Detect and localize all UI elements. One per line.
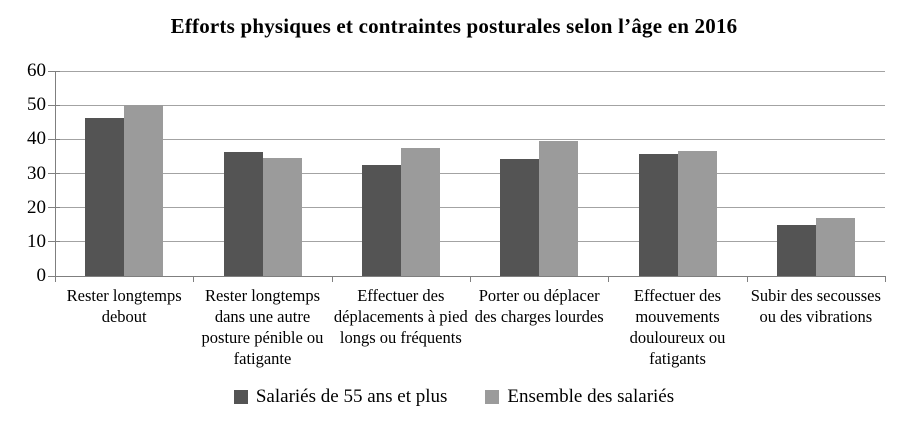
bar-ensemble-salaries bbox=[677, 151, 717, 276]
y-axis-tick bbox=[48, 173, 60, 174]
bar-ensemble-salaries bbox=[539, 140, 579, 276]
x-axis-tick bbox=[193, 276, 195, 282]
bar-salaries-55-plus bbox=[223, 152, 263, 276]
x-axis-tick bbox=[746, 276, 748, 282]
y-axis-tick bbox=[48, 70, 60, 72]
bar-salaries-55-plus bbox=[361, 165, 401, 276]
y-axis-tick-label: 50 bbox=[27, 94, 46, 116]
x-axis-tick bbox=[470, 276, 471, 282]
y-axis-tick-label: 10 bbox=[27, 230, 46, 252]
legend-label: Salariés de 55 ans et plus bbox=[255, 386, 448, 407]
x-axis-category-label: Rester longtemps dans une autre posture … bbox=[201, 286, 324, 368]
gridline bbox=[55, 104, 885, 106]
legend-swatch-icon bbox=[233, 390, 248, 404]
x-axis-tick bbox=[885, 276, 886, 282]
bar-ensemble-salaries bbox=[400, 148, 440, 276]
x-axis-category-label: Subir des secousses ou des vibrations bbox=[750, 286, 881, 326]
y-axis-tick bbox=[48, 207, 60, 209]
y-axis-tick bbox=[48, 104, 60, 106]
y-axis-tick-label: 60 bbox=[27, 60, 46, 81]
x-axis-category-label: Rester longtemps debout bbox=[66, 286, 182, 326]
y-axis-tick bbox=[48, 138, 60, 140]
x-axis-tick bbox=[331, 276, 333, 282]
gridline bbox=[55, 70, 885, 72]
x-axis-category-label: Porter ou déplacer des charges lourdes bbox=[474, 286, 604, 326]
legend-item: Ensemble des salariés bbox=[485, 386, 674, 408]
gridline bbox=[55, 207, 885, 209]
bar-salaries-55-plus bbox=[776, 225, 816, 276]
y-axis-tick bbox=[48, 275, 60, 277]
bar-salaries-55-plus bbox=[500, 159, 540, 276]
bar-salaries-55-plus bbox=[85, 117, 125, 276]
x-axis-category-label: Effectuer des mouvements douloureux ou f… bbox=[629, 286, 726, 368]
y-axis-tick bbox=[48, 241, 60, 243]
y-axis-tick-label: 40 bbox=[27, 128, 46, 150]
legend: Salariés de 55 ans et plus Ensemble des s… bbox=[0, 386, 908, 408]
legend-label: Ensemble des salariés bbox=[507, 386, 675, 407]
bar-ensemble-salaries bbox=[815, 218, 855, 276]
legend-swatch-icon bbox=[485, 390, 500, 404]
y-axis-line bbox=[55, 71, 56, 277]
y-axis-tick-label: 20 bbox=[27, 196, 46, 218]
chart-title: Efforts physiques et contraintes postura… bbox=[170, 14, 738, 38]
bar-ensemble-salaries bbox=[124, 105, 164, 276]
bar-salaries-55-plus bbox=[638, 154, 678, 276]
gridline bbox=[55, 138, 885, 140]
x-axis-tick bbox=[608, 276, 610, 282]
y-axis-tick-label: 0 bbox=[36, 265, 47, 286]
x-axis-category-label: Effectuer des déplacements à pied longs … bbox=[333, 286, 468, 347]
x-axis-tick bbox=[55, 276, 56, 282]
bar-ensemble-salaries bbox=[262, 158, 302, 276]
y-axis-tick-label: 30 bbox=[27, 162, 46, 184]
gridline bbox=[55, 173, 885, 174]
gridline bbox=[55, 241, 885, 243]
legend-item: Salariés de 55 ans et plus bbox=[233, 386, 448, 408]
